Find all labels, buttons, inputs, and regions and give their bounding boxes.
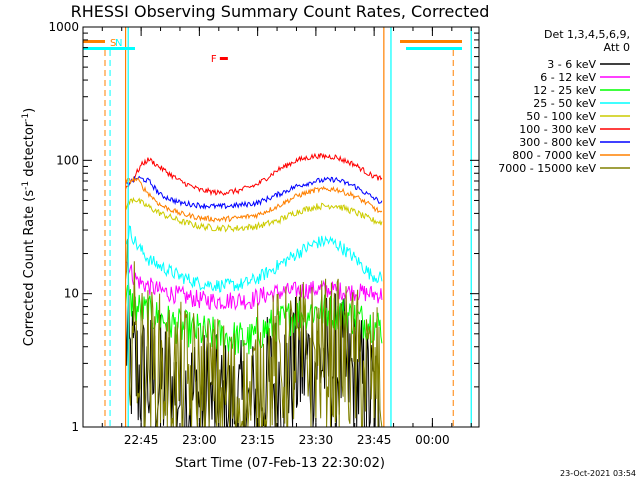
y-axis-label: Corrected Count Rate (s-1 detector-1) — [21, 108, 37, 346]
footer-timestamp: 23-Oct-2021 03:54 — [560, 469, 636, 478]
series-layer — [125, 152, 383, 428]
marker-layer: SN F — [83, 27, 472, 427]
series-line-8 — [125, 176, 383, 223]
legend-label-7: 300 - 800 keV — [519, 136, 596, 149]
x-tick-label-6: 00:00 — [415, 433, 450, 447]
tick-layer: 1 10 100 1000 22:45 23:00 23:15 23:30 23:45 00:00 — [48, 20, 479, 447]
series-line-6 — [125, 152, 383, 197]
legend-label-5: 50 - 100 keV — [526, 110, 596, 123]
series-line-5 — [125, 196, 383, 233]
y-tick-label-4: 1000 — [48, 20, 79, 34]
x-tick-label-3: 23:15 — [240, 433, 275, 447]
annotation-n-label: N — [115, 38, 122, 49]
y-tick-label-2: 10 — [64, 287, 79, 301]
legend-label-8: 800 - 7000 keV — [512, 149, 596, 162]
x-tick-label-1: 22:45 — [124, 433, 159, 447]
legend-label-3: 12 - 25 keV — [533, 84, 596, 97]
legend-label-2: 6 - 12 keV — [540, 71, 596, 84]
legend-header-line-1: Det 1,3,4,5,6,9, — [544, 28, 630, 41]
plot-frame — [82, 26, 480, 428]
flag-bar-s-right — [400, 40, 462, 43]
annotation-s-label: S — [110, 38, 116, 49]
annotation-f-bar — [219, 57, 228, 60]
y-axis-label-part-1: Corrected Count Rate (s — [22, 190, 37, 347]
x-axis-label: Start Time (07-Feb-13 22:30:02) — [175, 456, 385, 471]
annotation-f-label: F — [211, 54, 217, 65]
legend-label-4: 25 - 50 keV — [533, 97, 596, 110]
x-tick-label-4: 23:30 — [299, 433, 334, 447]
x-tick-label-2: 23:00 — [182, 433, 217, 447]
y-axis-label-exp-2: -1 — [21, 113, 31, 122]
series-line-2 — [125, 261, 383, 311]
y-axis-label-part-3: ) — [22, 108, 37, 113]
legend-label-1: 3 - 6 keV — [547, 58, 596, 71]
x-tick-label-5: 23:45 — [357, 433, 392, 447]
flag-bar-n-right — [406, 47, 462, 50]
chart-title: RHESSI Observing Summary Count Rates, Co… — [71, 2, 490, 21]
series-line-7 — [125, 175, 383, 210]
y-tick-label-3: 100 — [56, 153, 79, 167]
y-axis-label-part-2: detector — [22, 121, 37, 181]
series-line-4 — [125, 225, 383, 293]
legend-label-9: 7000 - 15000 keV — [498, 162, 596, 175]
legend-label-6: 100 - 300 keV — [519, 123, 596, 136]
flag-bar-s-left — [83, 40, 105, 43]
legend-header-line-2: Att 0 — [604, 41, 630, 54]
flag-bar-n-left — [83, 47, 135, 50]
y-axis-label-exp-1: -1 — [21, 181, 31, 190]
series-line-3 — [125, 284, 383, 355]
y-tick-label-1: 1 — [71, 420, 79, 434]
